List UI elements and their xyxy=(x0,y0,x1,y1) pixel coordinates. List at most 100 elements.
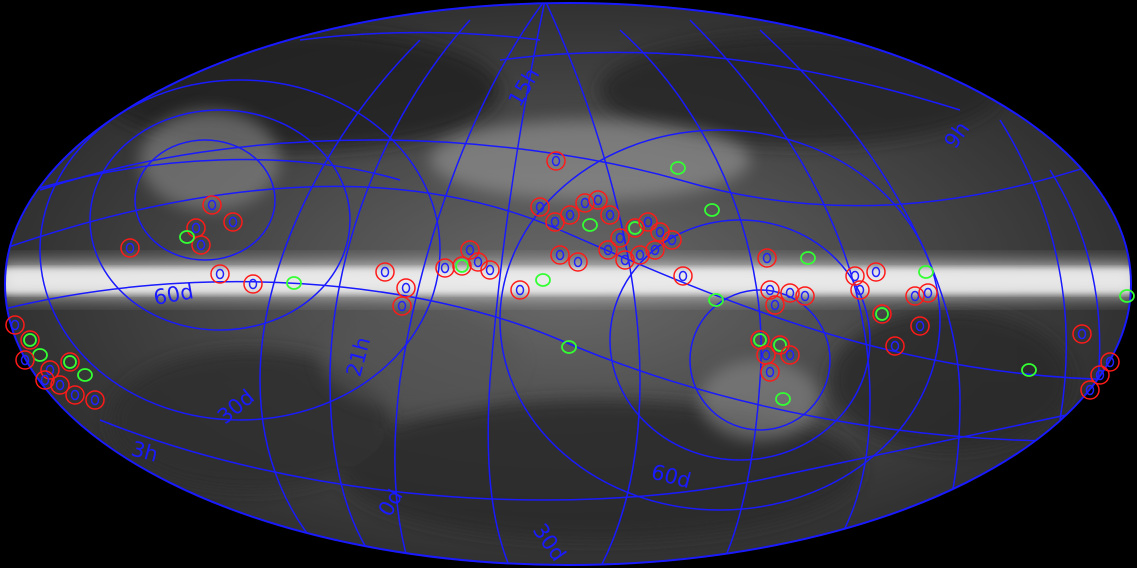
source-inner-ring xyxy=(191,222,201,234)
source-outer-ring xyxy=(850,280,870,300)
source-outer-ring xyxy=(645,240,665,260)
source-outer-ring xyxy=(610,228,630,248)
source-highlight-ring xyxy=(1119,289,1135,303)
source-marker xyxy=(452,256,472,276)
source-outer-ring xyxy=(530,197,550,217)
source-highlight-ring xyxy=(286,276,302,290)
source-inner-ring xyxy=(473,256,483,268)
source-inner-ring xyxy=(10,319,20,331)
source-outer-ring xyxy=(510,280,530,300)
source-marker xyxy=(392,296,412,316)
source-inner-ring xyxy=(850,270,860,282)
source-outer-ring xyxy=(638,212,658,232)
source-inner-ring xyxy=(593,194,603,206)
source-outer-ring xyxy=(905,286,925,306)
source-outer-ring xyxy=(15,350,35,370)
source-outer-ring xyxy=(625,218,645,238)
source-marker xyxy=(50,375,70,395)
source-outer-ring xyxy=(1100,352,1120,372)
source-highlight-ring xyxy=(800,251,816,265)
source-inner-ring xyxy=(800,290,810,302)
source-marker xyxy=(40,360,60,380)
source-marker xyxy=(435,258,455,278)
source-inner-ring xyxy=(871,266,881,278)
source-inner-ring xyxy=(196,239,206,251)
source-marker xyxy=(588,190,608,210)
source-marker xyxy=(662,230,682,250)
source-highlight-ring xyxy=(23,333,37,347)
source-marker xyxy=(885,336,905,356)
source-marker xyxy=(760,280,780,300)
source-marker xyxy=(120,238,140,258)
source-marker xyxy=(575,193,595,213)
source-marker xyxy=(918,283,938,303)
map-boundary xyxy=(4,2,1132,566)
source-marker xyxy=(179,230,195,244)
source-outer-ring xyxy=(588,190,608,210)
source-marker xyxy=(1100,352,1120,372)
source-inner-ring xyxy=(565,209,575,221)
source-inner-ring xyxy=(580,197,590,209)
source-marker xyxy=(850,280,870,300)
source-inner-ring xyxy=(515,284,525,296)
source-marker xyxy=(910,316,930,336)
source-marker xyxy=(35,370,55,390)
source-inner-ring xyxy=(635,249,645,261)
source-outer-ring xyxy=(1080,380,1100,400)
source-outer-ring xyxy=(1090,365,1110,385)
source-inner-ring xyxy=(615,232,625,244)
source-highlight-ring xyxy=(875,307,889,321)
source-marker xyxy=(795,286,815,306)
source-inner-ring xyxy=(228,216,238,228)
source-highlight-ring xyxy=(918,265,934,279)
source-marker xyxy=(905,286,925,306)
source-inner-ring xyxy=(401,282,411,294)
source-marker xyxy=(708,293,724,307)
source-outer-ring xyxy=(780,345,800,365)
source-inner-ring xyxy=(678,270,688,282)
source-outer-ring xyxy=(866,262,886,282)
source-marker xyxy=(765,295,785,315)
source-inner-ring xyxy=(70,389,80,401)
source-inner-ring xyxy=(605,209,615,221)
source-highlight-ring xyxy=(704,203,720,217)
source-inner-ring xyxy=(55,379,65,391)
source-inner-ring xyxy=(855,284,865,296)
source-inner-ring xyxy=(765,366,775,378)
source-marker xyxy=(845,266,865,286)
source-marker xyxy=(1080,380,1100,400)
source-marker xyxy=(673,266,693,286)
source-marker xyxy=(375,262,395,282)
source-marker xyxy=(872,304,892,324)
source-outer-ring xyxy=(765,295,785,315)
source-inner-ring xyxy=(555,249,565,261)
source-marker xyxy=(85,390,105,410)
source-outer-ring xyxy=(243,274,263,294)
source-marker xyxy=(460,240,480,260)
source-outer-ring xyxy=(435,258,455,278)
source-outer-ring xyxy=(760,280,780,300)
source-outer-ring xyxy=(560,205,580,225)
source-outer-ring xyxy=(1072,324,1092,344)
source-outer-ring xyxy=(546,151,566,171)
source-outer-ring xyxy=(600,205,620,225)
source-highlight-ring xyxy=(455,259,469,273)
source-outer-ring xyxy=(673,266,693,286)
source-inner-ring xyxy=(465,244,475,256)
source-outer-ring xyxy=(598,240,618,260)
source-inner-ring xyxy=(910,290,920,302)
source-outer-ring xyxy=(396,278,416,298)
source-marker xyxy=(780,283,800,303)
source-marker xyxy=(770,335,790,355)
source-highlight-ring xyxy=(561,340,577,354)
source-inner-ring xyxy=(923,287,933,299)
source-marker xyxy=(1090,365,1110,385)
source-outer-ring xyxy=(918,283,938,303)
source-marker xyxy=(780,345,800,365)
source-marker xyxy=(582,218,598,232)
source-outer-ring xyxy=(392,296,412,316)
source-marker xyxy=(600,205,620,225)
source-outer-ring xyxy=(615,250,635,270)
